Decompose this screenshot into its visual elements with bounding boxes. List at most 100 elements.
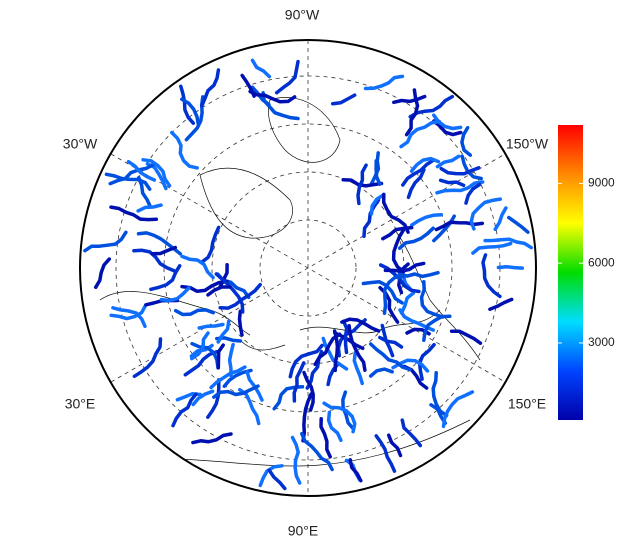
river (330, 93, 357, 106)
river (400, 418, 423, 448)
river (449, 329, 483, 345)
colorbar-ticks: 3000 6000 9000 (558, 176, 615, 349)
river (248, 89, 297, 104)
river (267, 468, 287, 491)
river (136, 203, 163, 213)
river (471, 241, 513, 255)
river (397, 270, 440, 279)
river (108, 162, 155, 186)
river (352, 351, 364, 386)
river (93, 257, 112, 290)
river (190, 331, 210, 361)
river (111, 306, 147, 329)
river (237, 309, 244, 337)
river (170, 130, 199, 170)
river (435, 154, 461, 169)
river (399, 119, 442, 149)
river (288, 343, 324, 379)
river (180, 97, 201, 127)
river (322, 401, 357, 434)
river (109, 205, 159, 222)
river (382, 274, 405, 315)
river (301, 392, 313, 443)
river (83, 230, 128, 253)
river (369, 151, 381, 186)
longitude-label: 30°E (65, 396, 96, 412)
river (132, 248, 177, 273)
river (493, 206, 508, 232)
river (380, 323, 395, 358)
river (141, 158, 172, 188)
rivers (83, 58, 534, 491)
river (381, 225, 414, 241)
longitude-labels: 90°W 30°W 150°W 30°E 150°E 90°E (63, 7, 549, 539)
river (406, 168, 426, 200)
river (401, 158, 436, 187)
river (206, 285, 232, 297)
longitude-label: 150°E (508, 396, 546, 412)
river (356, 163, 368, 206)
river (369, 193, 386, 216)
river (488, 297, 514, 311)
river (319, 416, 332, 459)
river (363, 74, 405, 91)
river (212, 384, 260, 399)
river (197, 322, 225, 330)
river (132, 337, 163, 379)
river (362, 198, 381, 238)
river (137, 175, 153, 209)
river (399, 291, 416, 315)
river (435, 180, 485, 195)
river (200, 68, 221, 108)
river (481, 253, 502, 299)
river (469, 197, 503, 231)
river (206, 378, 221, 419)
colorbar (558, 125, 583, 420)
river (191, 432, 233, 445)
river (126, 159, 157, 182)
coastlines (99, 97, 481, 467)
river (159, 286, 191, 303)
river (409, 213, 444, 227)
river (258, 464, 284, 488)
river (340, 317, 381, 333)
river (368, 367, 394, 378)
longitude-label: 90°W (285, 7, 320, 23)
river (383, 261, 426, 273)
river (216, 319, 231, 344)
river (417, 342, 436, 381)
river (180, 254, 215, 280)
river (386, 433, 403, 458)
river (374, 434, 397, 473)
river (496, 264, 525, 270)
river (300, 431, 334, 472)
river (374, 159, 382, 186)
river (483, 237, 534, 250)
longitude-label: 30°W (63, 136, 98, 152)
river (290, 435, 302, 485)
river (391, 228, 406, 274)
river (409, 156, 441, 173)
river (341, 319, 349, 355)
river (302, 370, 315, 412)
river (378, 263, 421, 294)
river (183, 349, 219, 377)
river (347, 323, 367, 372)
river (216, 343, 225, 370)
tick-label: 3000 (588, 335, 615, 349)
river (441, 390, 475, 429)
river (104, 172, 152, 191)
river (464, 182, 482, 205)
river (348, 458, 363, 483)
tick-label: 9000 (588, 176, 615, 190)
river (326, 410, 343, 443)
river (261, 91, 300, 121)
river (227, 342, 235, 378)
river (321, 336, 349, 371)
river (292, 361, 306, 403)
river (460, 125, 473, 157)
river (150, 245, 178, 256)
river (381, 192, 410, 234)
tick-label: 6000 (588, 255, 615, 269)
